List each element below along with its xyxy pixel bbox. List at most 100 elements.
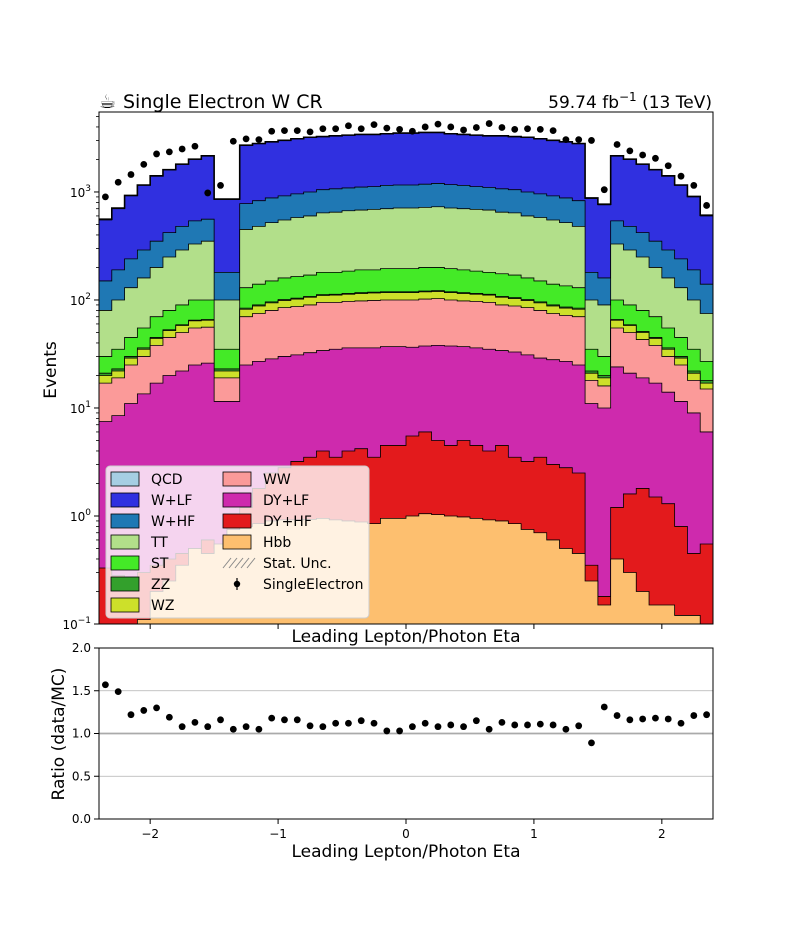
ratio-point: [396, 727, 404, 735]
data-point: [370, 121, 378, 129]
ratio-uncertainty-band: [99, 732, 713, 735]
data-point: [498, 124, 506, 131]
data-point: [690, 182, 698, 189]
data-point: [268, 127, 276, 135]
ratio-point: [319, 723, 327, 731]
luminosity-label: 59.74 fb−1 (13 TeV): [548, 90, 712, 113]
main-x-ticks: [149, 624, 663, 629]
ratio-point: [408, 723, 416, 731]
ratio-point: [101, 681, 109, 689]
ratio-y-label: Ratio (data/MC): [49, 668, 69, 801]
y-tick-label: 101: [70, 400, 91, 416]
data-point: [255, 136, 263, 144]
ratio-point: [191, 718, 199, 726]
legend-label: ZZ: [151, 577, 170, 593]
data-point: [562, 136, 570, 144]
ratio-points: [101, 681, 711, 747]
legend-swatch-qcd: [110, 471, 140, 487]
data-point: [345, 122, 352, 130]
ratio-point: [268, 714, 276, 722]
coffee-icon: ☕: [99, 91, 116, 113]
legend: QCD W+LF W+HF TT ST ZZ WZ WW DY+LF DY+HF Hbb Stat. …: [105, 465, 370, 619]
ratio-y-tick-label: 1.0: [72, 727, 91, 741]
data-point: [217, 182, 224, 189]
ratio-point: [626, 716, 634, 724]
ratio-point: [677, 719, 685, 727]
ratio-point: [536, 720, 544, 728]
data-point: [229, 137, 237, 145]
legend-label: WZ: [151, 598, 174, 614]
main-y-label: Events: [41, 341, 61, 399]
legend-label: DY+HF: [263, 514, 312, 530]
data-point: [536, 125, 544, 133]
ratio-point: [511, 721, 519, 729]
data-point: [101, 193, 109, 201]
ratio-point: [600, 703, 608, 711]
ratio-point: [153, 704, 160, 712]
ratio-point: [229, 725, 237, 733]
legend-label: SingleElectron: [263, 577, 363, 593]
y-tick-label: 103: [70, 184, 91, 200]
y-tick-label: 10−1: [62, 616, 91, 632]
ratio-point: [114, 688, 122, 696]
data-point: [511, 125, 519, 133]
data-point: [153, 150, 160, 158]
ratio-point: [204, 723, 212, 731]
main-panel: 10−1 100 101 102 103 Events Leading Lepton/P…: [41, 111, 714, 647]
ratio-point: [140, 707, 148, 714]
legend-label: WW: [263, 472, 291, 488]
data-point: [127, 171, 135, 178]
legend-label: W+HF: [151, 514, 195, 530]
ratio-point: [421, 719, 429, 727]
legend-swatch-w-hf: [110, 513, 140, 529]
data-point: [357, 125, 365, 133]
ratio-point: [293, 716, 301, 724]
ratio-x-label: Leading Lepton/Photon Eta: [291, 842, 520, 862]
data-point: [677, 172, 685, 180]
ratio-stat-band: [99, 732, 713, 735]
ratio-y-tick-label: 0.5: [72, 769, 91, 783]
legend-swatch-st: [110, 555, 140, 571]
header: ☕ Single Electron W CR 59.74 fb−1 (13 Te…: [99, 90, 712, 113]
y-tick-label: 102: [70, 292, 91, 308]
ratio-point: [255, 725, 263, 733]
data-point: [664, 162, 672, 170]
total-mc-outline: [99, 131, 713, 220]
data-point: [165, 148, 173, 156]
legend-label: Hbb: [263, 535, 291, 551]
ratio-point: [703, 711, 711, 719]
legend-swatch-stat-unc: [222, 557, 256, 569]
legend-swatch-w-lf: [110, 492, 140, 508]
ratio-point: [306, 722, 314, 730]
data-point: [524, 125, 531, 133]
ratio-panel: 0.00.51.01.52.0 −2 −1 0 1 2 Ratio (data/MC) …: [49, 641, 714, 862]
legend-swatch-data: [233, 580, 241, 588]
main-x-label: Leading Lepton/Photon Eta: [291, 627, 520, 647]
legend-swatch-wz: [110, 597, 140, 613]
ratio-point: [524, 721, 531, 729]
legend-label: DY+LF: [263, 493, 309, 509]
ratio-point: [460, 723, 467, 731]
ratio-point: [562, 725, 570, 733]
ratio-point: [242, 723, 250, 731]
ratio-point: [485, 725, 493, 733]
luminosity-exponent: −1: [619, 90, 637, 104]
ratio-y-axis: 0.0 0.5 1.0 1.5 2.0: [72, 641, 99, 826]
data-point: [703, 202, 711, 209]
ratio-point: [281, 716, 288, 724]
ratio-point: [664, 715, 672, 723]
data-point: [460, 126, 467, 134]
data-point: [447, 123, 455, 131]
ratio-point: [652, 714, 659, 722]
ratio-x-tick-label: 1: [530, 827, 538, 841]
legend-swatch-dy-hf: [222, 513, 252, 529]
data-point: [434, 120, 442, 128]
data-point: [600, 186, 608, 194]
ratio-point: [165, 713, 173, 721]
legend-label: Stat. Unc.: [263, 556, 332, 572]
ratio-x-axis: −2 −1 0 1 2: [141, 819, 666, 841]
ratio-point: [472, 717, 480, 725]
legend-label: ST: [151, 556, 169, 572]
data-point: [575, 136, 583, 144]
